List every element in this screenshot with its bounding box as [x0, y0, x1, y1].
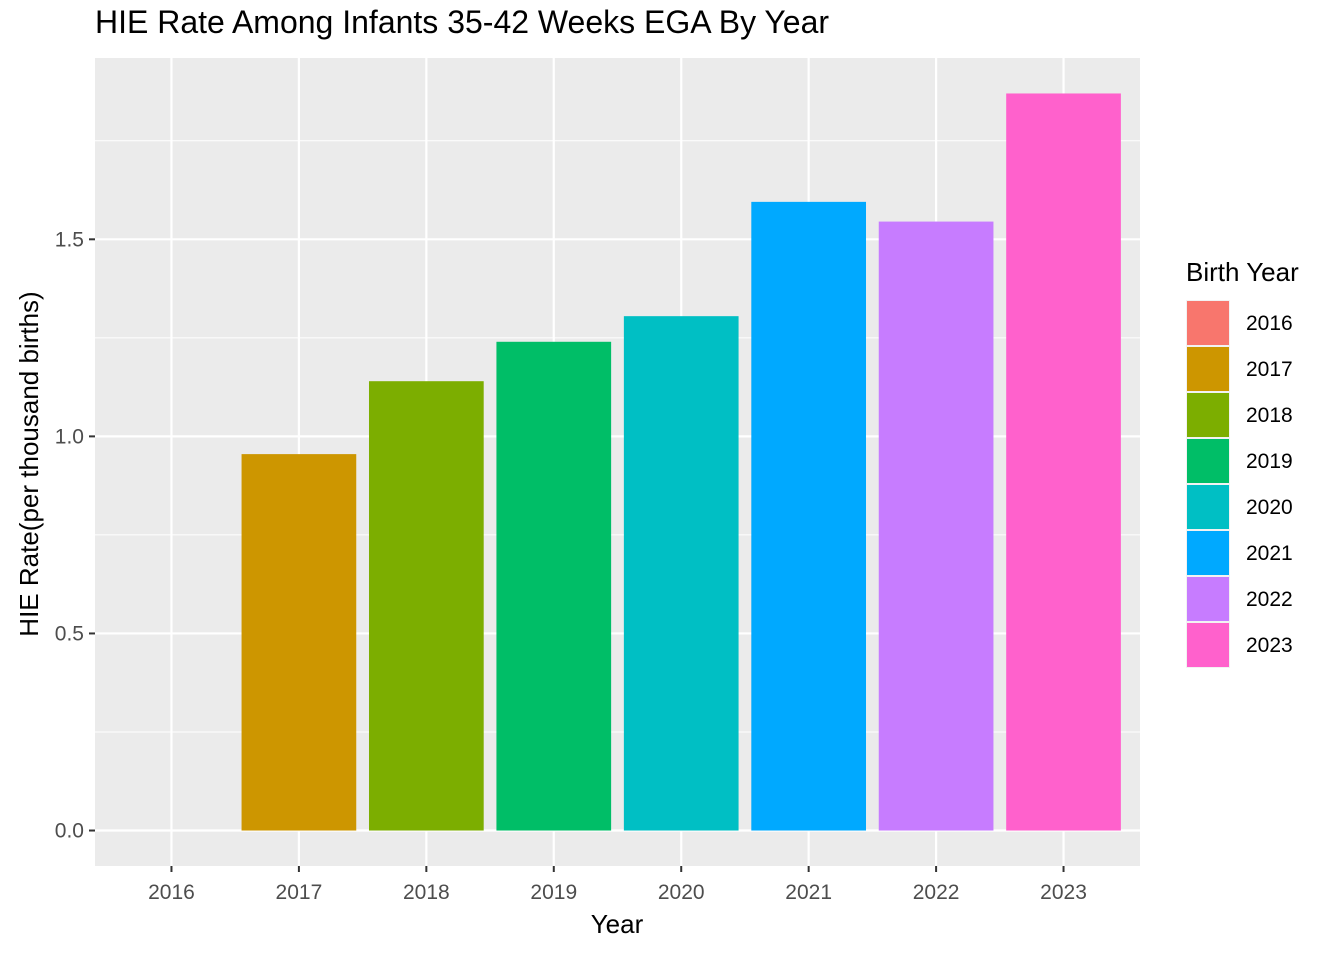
- legend-title: Birth Year: [1186, 257, 1299, 287]
- legend-swatch-2022: [1187, 577, 1229, 621]
- y-axis-ticks: 0.0 0.5 1.0 1.5: [55, 228, 95, 843]
- bar-2017: [241, 454, 357, 831]
- x-tick-label: 2018: [403, 881, 450, 904]
- legend-swatch-2019: [1187, 439, 1229, 483]
- legend-label: 2018: [1246, 404, 1293, 427]
- x-axis-ticks: 2016 2017 2018 2019 2020 2021 2022 2023: [148, 866, 1087, 904]
- legend-swatch-2017: [1187, 347, 1229, 391]
- x-tick-label: 2022: [913, 881, 960, 904]
- legend-label: 2021: [1246, 542, 1293, 565]
- legend-swatch-2020: [1187, 485, 1229, 529]
- x-tick-label: 2019: [530, 881, 577, 904]
- legend-label: 2016: [1246, 312, 1293, 335]
- bar-2021: [751, 201, 867, 831]
- y-tick-label: 0.0: [55, 820, 84, 843]
- legend: Birth Year 2016 2017 2018 2019 2020 2021 2022 2…: [1186, 257, 1299, 668]
- legend-swatch-2016: [1187, 301, 1229, 345]
- legend-swatch-2021: [1187, 531, 1229, 575]
- bar-2020: [623, 316, 739, 831]
- legend-label: 2020: [1246, 496, 1293, 519]
- y-axis-title: HIE Rate(per thousand births): [14, 291, 44, 636]
- y-tick-label: 0.5: [55, 622, 84, 645]
- bar-2022: [878, 221, 994, 831]
- bars: [241, 93, 1121, 831]
- legend-swatch-2023: [1187, 623, 1229, 667]
- x-tick-label: 2016: [148, 881, 195, 904]
- legend-label: 2019: [1246, 450, 1293, 473]
- legend-swatch-2018: [1187, 393, 1229, 437]
- legend-label: 2017: [1246, 358, 1293, 381]
- y-tick-label: 1.0: [55, 425, 84, 448]
- x-tick-label: 2021: [785, 881, 832, 904]
- bar-2023: [1006, 93, 1121, 831]
- y-tick-label: 1.5: [55, 228, 84, 251]
- legend-label: 2022: [1246, 588, 1293, 611]
- x-tick-label: 2020: [658, 881, 705, 904]
- legend-label: 2023: [1246, 634, 1293, 657]
- chart-title: HIE Rate Among Infants 35-42 Weeks EGA B…: [95, 4, 829, 40]
- x-tick-label: 2023: [1040, 881, 1087, 904]
- bar-2019: [496, 341, 612, 831]
- x-tick-label: 2017: [276, 881, 323, 904]
- bar-2018: [368, 381, 484, 831]
- x-axis-title: Year: [591, 909, 644, 939]
